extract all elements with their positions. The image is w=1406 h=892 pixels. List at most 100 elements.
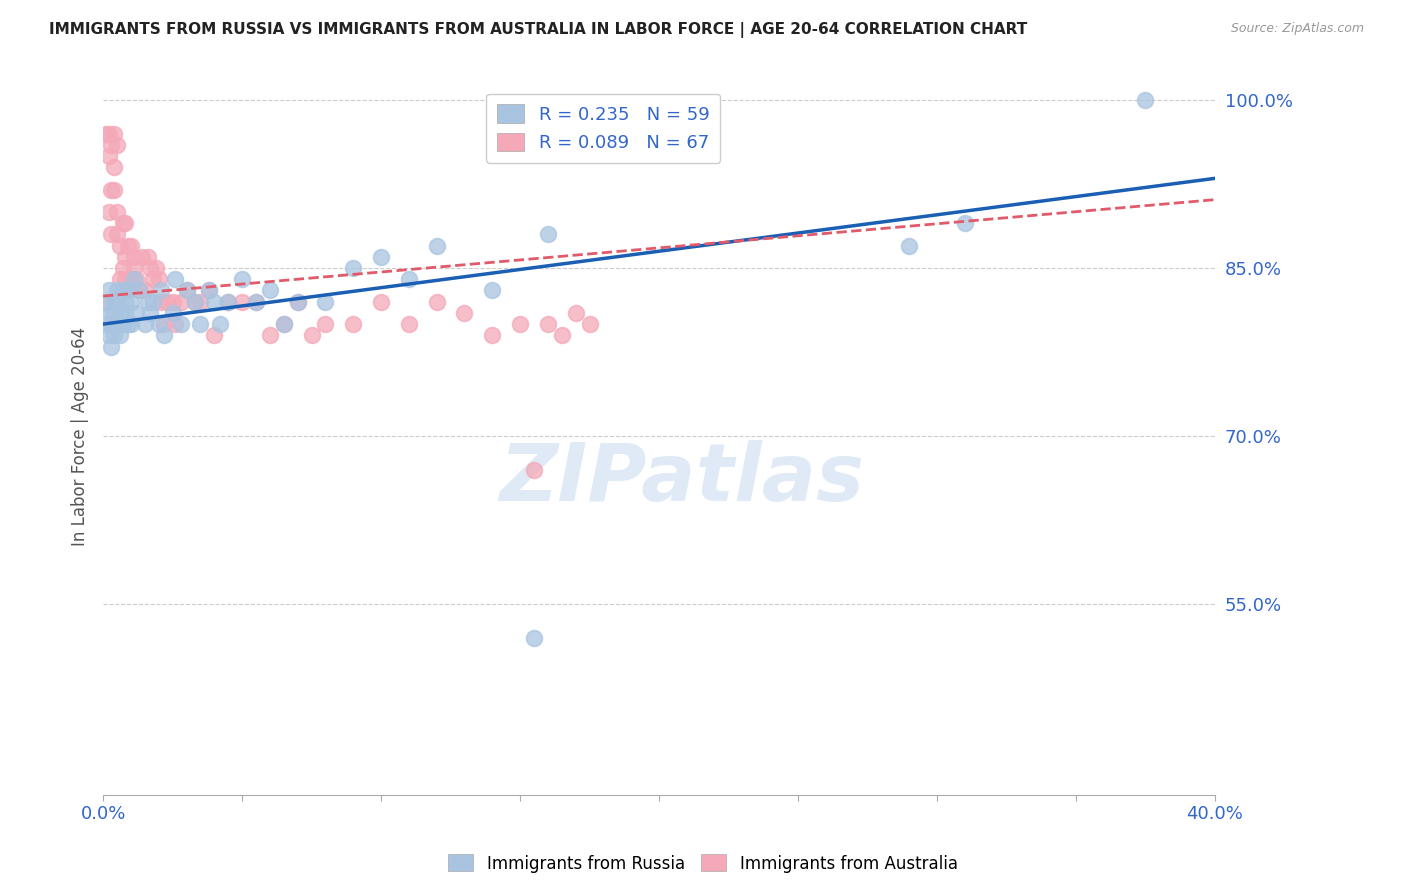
Point xyxy=(176,284,198,298)
Point xyxy=(111,317,134,331)
Point xyxy=(111,216,134,230)
Point xyxy=(131,250,153,264)
Point xyxy=(953,216,976,230)
Point xyxy=(136,294,159,309)
Point xyxy=(114,216,136,230)
Point xyxy=(125,306,148,320)
Point xyxy=(100,306,122,320)
Point xyxy=(148,272,170,286)
Point xyxy=(142,294,165,309)
Point xyxy=(117,284,139,298)
Point xyxy=(117,238,139,252)
Point xyxy=(103,160,125,174)
Point xyxy=(370,250,392,264)
Point xyxy=(97,149,120,163)
Point xyxy=(273,317,295,331)
Point xyxy=(105,284,128,298)
Point xyxy=(190,317,212,331)
Point xyxy=(165,272,187,286)
Point xyxy=(105,137,128,152)
Point xyxy=(509,317,531,331)
Point xyxy=(202,328,225,343)
Point xyxy=(100,317,122,331)
Point xyxy=(184,294,207,309)
Point xyxy=(217,294,239,309)
Point xyxy=(125,272,148,286)
Point xyxy=(103,127,125,141)
Y-axis label: In Labor Force | Age 20-64: In Labor Force | Age 20-64 xyxy=(72,326,89,546)
Point xyxy=(103,294,125,309)
Point xyxy=(122,272,145,286)
Point xyxy=(100,227,122,242)
Point xyxy=(94,317,117,331)
Point xyxy=(120,317,142,331)
Point xyxy=(162,294,184,309)
Point xyxy=(122,261,145,276)
Text: IMMIGRANTS FROM RUSSIA VS IMMIGRANTS FROM AUSTRALIA IN LABOR FORCE | AGE 20-64 C: IMMIGRANTS FROM RUSSIA VS IMMIGRANTS FRO… xyxy=(49,22,1028,38)
Point xyxy=(94,294,117,309)
Point xyxy=(134,317,156,331)
Point xyxy=(259,284,281,298)
Point xyxy=(153,328,176,343)
Point xyxy=(898,238,921,252)
Point xyxy=(314,294,336,309)
Point xyxy=(114,306,136,320)
Point xyxy=(523,463,546,477)
Point xyxy=(578,317,600,331)
Point xyxy=(94,127,117,141)
Point xyxy=(398,272,420,286)
Point xyxy=(139,306,162,320)
Point xyxy=(105,227,128,242)
Point xyxy=(245,294,267,309)
Point xyxy=(148,317,170,331)
Point xyxy=(100,340,122,354)
Point xyxy=(114,294,136,309)
Point xyxy=(142,272,165,286)
Point xyxy=(150,294,173,309)
Point xyxy=(537,227,560,242)
Point xyxy=(314,317,336,331)
Point xyxy=(97,127,120,141)
Point xyxy=(128,284,150,298)
Point xyxy=(537,317,560,331)
Point xyxy=(342,261,364,276)
Point xyxy=(287,294,309,309)
Point xyxy=(202,294,225,309)
Legend: Immigrants from Russia, Immigrants from Australia: Immigrants from Russia, Immigrants from … xyxy=(441,847,965,880)
Point xyxy=(134,284,156,298)
Point xyxy=(100,183,122,197)
Point xyxy=(170,294,193,309)
Point xyxy=(523,631,546,645)
Point xyxy=(259,328,281,343)
Point xyxy=(481,328,503,343)
Point xyxy=(273,317,295,331)
Point xyxy=(128,284,150,298)
Point xyxy=(231,294,253,309)
Point xyxy=(184,294,207,309)
Point xyxy=(245,294,267,309)
Point xyxy=(301,328,323,343)
Text: Source: ZipAtlas.com: Source: ZipAtlas.com xyxy=(1230,22,1364,36)
Point xyxy=(97,328,120,343)
Point xyxy=(111,261,134,276)
Point xyxy=(117,284,139,298)
Point xyxy=(105,317,128,331)
Point xyxy=(103,328,125,343)
Point xyxy=(481,284,503,298)
Point xyxy=(103,183,125,197)
Point xyxy=(426,238,449,252)
Point xyxy=(136,250,159,264)
Point xyxy=(114,272,136,286)
Point xyxy=(156,294,179,309)
Point xyxy=(120,294,142,309)
Point xyxy=(139,261,162,276)
Point xyxy=(551,328,574,343)
Point xyxy=(208,317,231,331)
Point xyxy=(170,317,193,331)
Point xyxy=(117,317,139,331)
Point xyxy=(97,284,120,298)
Point xyxy=(153,317,176,331)
Point xyxy=(111,284,134,298)
Text: ZIPatlas: ZIPatlas xyxy=(499,441,863,518)
Point xyxy=(105,205,128,219)
